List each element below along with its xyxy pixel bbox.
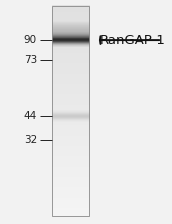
Text: RanGAP-1: RanGAP-1 [100, 34, 165, 47]
Bar [52, 6, 89, 216]
Text: 90: 90 [24, 35, 37, 45]
Text: 32: 32 [24, 135, 37, 145]
Text: 73: 73 [24, 55, 37, 65]
Text: 44: 44 [24, 111, 37, 121]
